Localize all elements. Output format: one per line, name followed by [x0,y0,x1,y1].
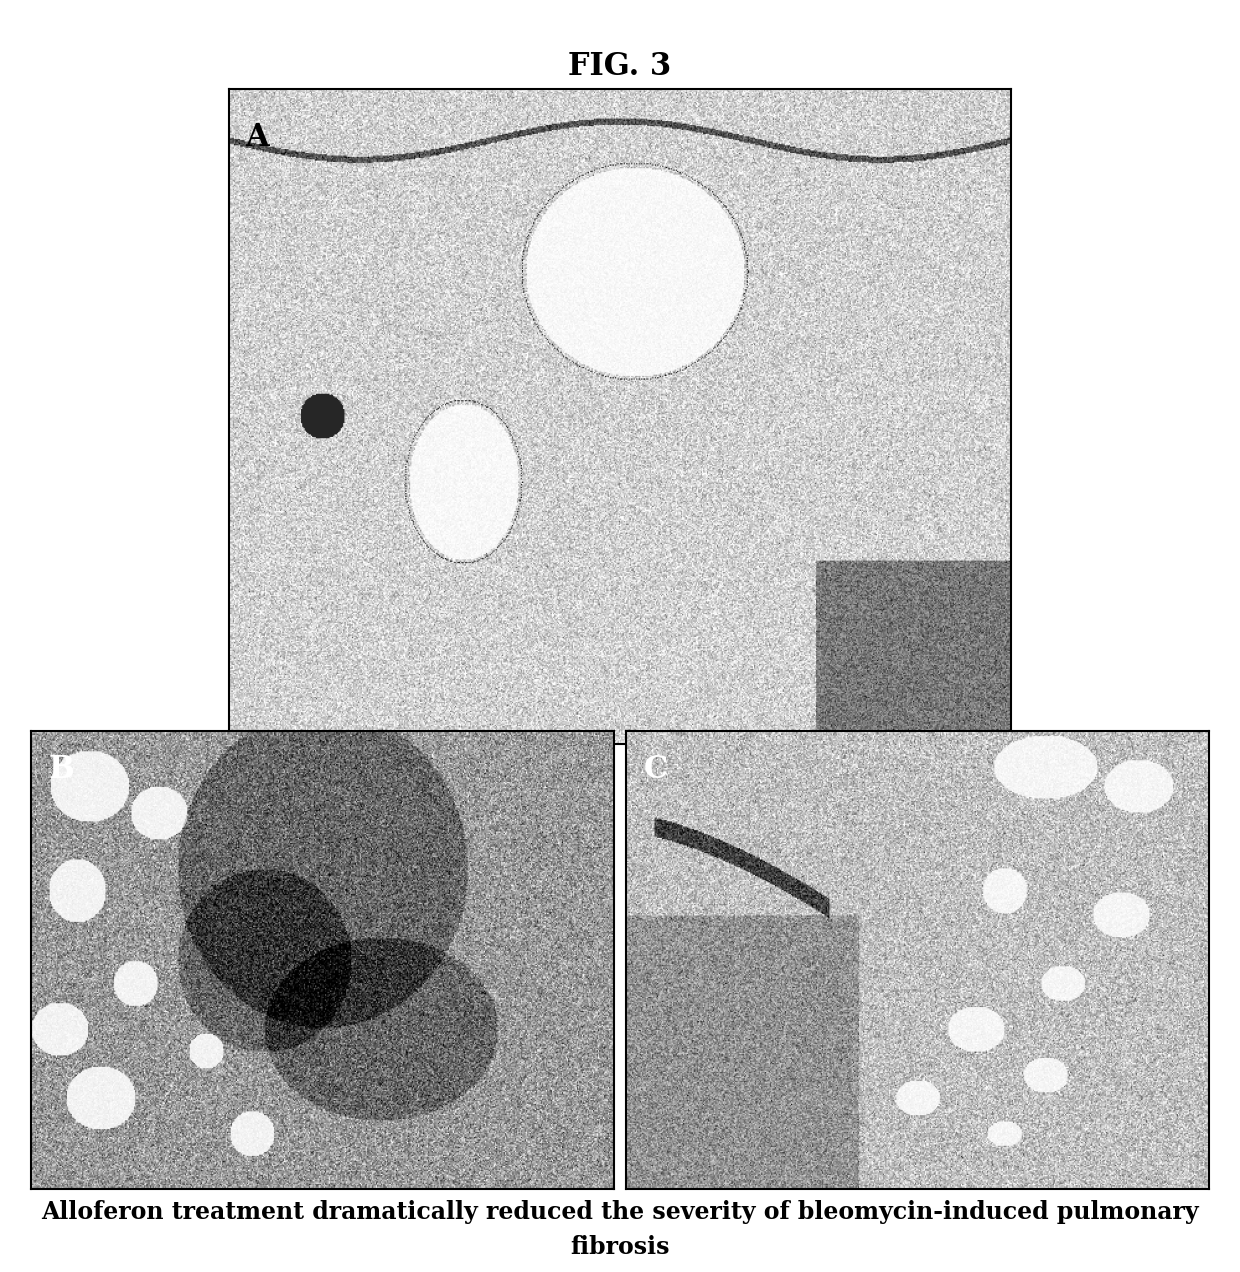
Text: A: A [246,122,269,153]
Text: FIG. 3: FIG. 3 [568,51,672,81]
Text: B: B [48,754,74,785]
Text: Alloferon treatment dramatically reduced the severity of bleomycin-induced pulmo: Alloferon treatment dramatically reduced… [41,1199,1199,1224]
Text: C: C [644,754,668,785]
Text: fibrosis: fibrosis [570,1235,670,1259]
